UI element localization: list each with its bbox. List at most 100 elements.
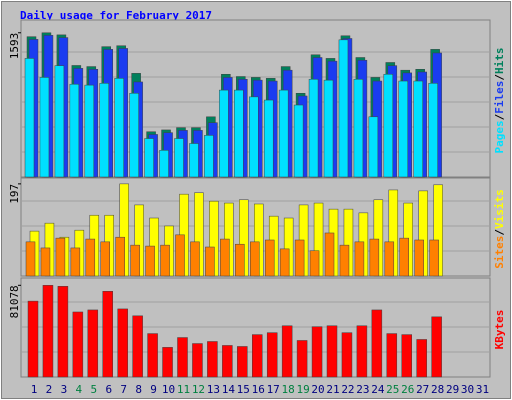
bar (368, 116, 379, 178)
bar (250, 241, 260, 277)
bar (24, 58, 35, 178)
bar (428, 83, 438, 178)
legend-entry: Hits (493, 48, 506, 75)
bar (281, 325, 293, 378)
x-tick-label: 22 (341, 383, 354, 396)
bar (132, 315, 143, 378)
bar (145, 245, 155, 277)
bar (431, 316, 442, 378)
bar (384, 241, 395, 277)
legend: Pages/Files/Hits (493, 48, 506, 154)
bar (57, 286, 69, 378)
bar (205, 246, 215, 277)
bar (144, 138, 154, 178)
bar (99, 83, 109, 178)
bar (54, 65, 65, 178)
x-tick-label: 3 (61, 383, 68, 396)
x-tick-label: 1 (31, 383, 38, 396)
bar (341, 332, 353, 378)
bar (160, 244, 170, 277)
bar (324, 232, 335, 277)
bar (278, 89, 289, 178)
bar (323, 79, 334, 178)
x-tick-label: 17 (267, 383, 280, 396)
legend: KBytes (493, 310, 506, 350)
x-tick-label: 30 (461, 383, 474, 396)
bar (130, 244, 140, 277)
bar (264, 239, 275, 277)
bar (207, 341, 218, 378)
bar (296, 340, 308, 378)
x-tick-label: 8 (135, 383, 142, 396)
bar (204, 135, 214, 178)
legend: Sites/Visits (493, 189, 506, 269)
x-tick-label: 15 (237, 383, 250, 396)
x-tick-label: 12 (192, 383, 205, 396)
bar (353, 78, 364, 178)
bar (117, 308, 128, 378)
bar (311, 326, 323, 378)
bar (177, 337, 188, 378)
bar (192, 343, 203, 378)
bar (40, 247, 51, 277)
bar (39, 77, 50, 178)
x-tick-label: 23 (356, 383, 369, 396)
x-tick-label: 2 (46, 383, 53, 396)
x-tick-label: 10 (162, 383, 175, 396)
legend-entry: Pages (493, 120, 506, 153)
x-tick-label: 16 (252, 383, 265, 396)
bar (25, 241, 36, 277)
bar (84, 84, 95, 178)
legend-entry: KBytes (493, 310, 506, 350)
y-tick-label: 81078 (8, 285, 21, 318)
bar (175, 234, 185, 277)
bar (249, 96, 259, 178)
bar (70, 247, 81, 277)
x-tick-label: 14 (222, 383, 236, 396)
bar (371, 309, 383, 378)
x-tick-label: 27 (416, 383, 429, 396)
bar (237, 346, 248, 378)
bar (294, 239, 305, 277)
legend-entry: Sites (493, 236, 506, 269)
bar (235, 243, 245, 277)
y-tick-label: 1593 (8, 33, 21, 60)
bar (27, 300, 39, 378)
x-tick-label: 5 (90, 383, 97, 396)
bar (69, 83, 80, 178)
x-tick-label: 19 (296, 383, 309, 396)
x-tick-label: 11 (177, 383, 190, 396)
bar (369, 238, 380, 277)
bar (401, 334, 412, 378)
bar (398, 80, 408, 178)
bar (220, 238, 230, 277)
bar (338, 39, 349, 178)
bar (356, 325, 368, 378)
x-tick-label: 7 (120, 383, 127, 396)
bar (429, 239, 439, 277)
bar (114, 78, 124, 178)
bar (279, 248, 290, 277)
bar (414, 239, 424, 277)
bar (263, 99, 274, 178)
x-tick-label: 31 (476, 383, 489, 396)
bar (162, 347, 173, 378)
legend-entry: Files (493, 81, 506, 114)
bar (129, 93, 139, 178)
x-tick-label: 4 (76, 383, 83, 396)
x-tick-label: 13 (207, 383, 220, 396)
legend-separator: / (493, 229, 506, 236)
bar (100, 241, 110, 277)
bar (42, 285, 54, 378)
bar (416, 339, 427, 378)
legend-separator: / (493, 74, 506, 81)
y-tick-label: 197 (8, 184, 21, 204)
bar (386, 333, 398, 378)
bar (413, 80, 423, 178)
x-tick-label: 26 (401, 383, 414, 396)
bar (266, 332, 278, 378)
x-tick-label: 9 (150, 383, 157, 396)
bar (339, 244, 350, 277)
x-tick-label: 18 (282, 383, 295, 396)
